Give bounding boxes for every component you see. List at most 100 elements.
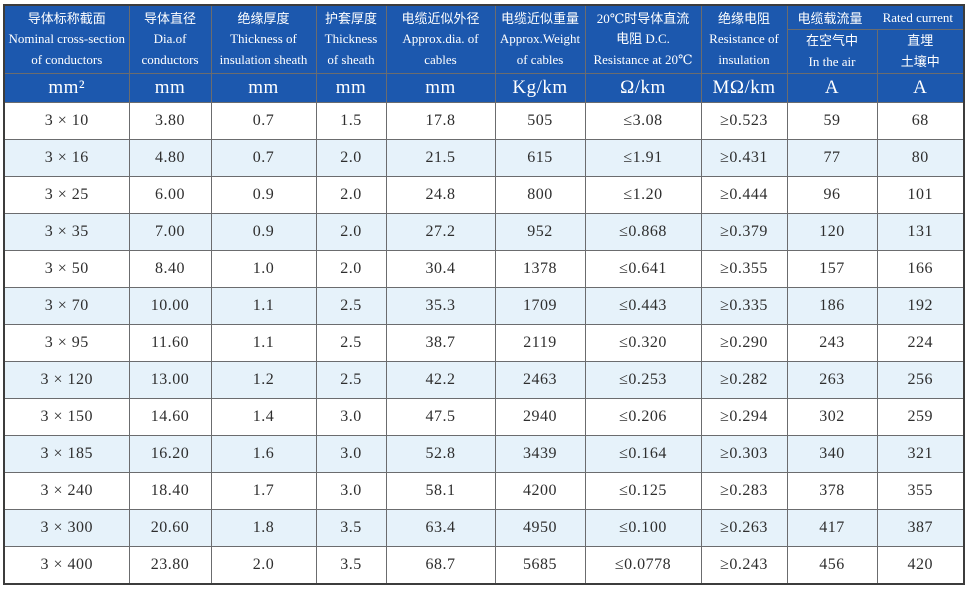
table-row: 3 × 50 8.40 1.0 2.0 30.4 1378 ≤0.641 ≥0.355 157 1…	[3, 250, 965, 288]
cell: 3.0	[315, 398, 387, 436]
unit-cell: mm	[210, 73, 317, 103]
cell: ≥0.243	[700, 546, 788, 585]
cell: 2.5	[315, 287, 387, 325]
table-body: 3 × 10 3.80 0.7 1.5 17.8 505 ≤3.08 ≥0.523 59 68 3 …	[3, 102, 965, 585]
table-row: 3 × 185 16.20 1.6 3.0 52.8 3439 ≤0.164 ≥0.303 34…	[3, 435, 965, 473]
cell: ≤0.0778	[584, 546, 702, 585]
header-line: Approx.Weight	[499, 31, 581, 47]
cell: 11.60	[128, 324, 212, 362]
unit-cell: A	[876, 73, 965, 103]
cell: 0.9	[210, 213, 317, 251]
cell: 3 × 70	[3, 287, 130, 325]
cell: 52.8	[385, 435, 496, 473]
unit-cell: Ω/km	[584, 73, 702, 103]
header-line: conductors	[141, 51, 199, 67]
unit-cell: mm	[128, 73, 212, 103]
cell: ≥0.335	[700, 287, 788, 325]
table-row: 3 × 95 11.60 1.1 2.5 38.7 2119 ≤0.320 ≥0.290 243…	[3, 324, 965, 362]
cell: 256	[876, 361, 965, 399]
cell: 263	[786, 361, 878, 399]
cell: 4200	[494, 472, 586, 510]
cell: ≥0.282	[700, 361, 788, 399]
cell: ≤0.164	[584, 435, 702, 473]
cell: 417	[786, 509, 878, 547]
header-line: of sheath	[327, 51, 375, 67]
current-capacity-label-en: Rated current	[882, 9, 953, 25]
table-row: 3 × 35 7.00 0.9 2.0 27.2 952 ≤0.868 ≥0.379 120 13…	[3, 213, 965, 251]
cell: 35.3	[385, 287, 496, 325]
cell: ≤1.91	[584, 139, 702, 177]
cell: 456	[786, 546, 878, 585]
cell: 340	[786, 435, 878, 473]
column-header-insulation-thickness: 绝缘厚度 Thickness of insulation sheath	[210, 4, 317, 74]
header-line: Resistance at 20℃	[593, 51, 693, 67]
cable-specification-table: 导体标称截面 Nominal cross-section of conductors…	[3, 4, 965, 585]
cell: 2.0	[315, 250, 387, 288]
cell: 4950	[494, 509, 586, 547]
cell: 378	[786, 472, 878, 510]
cell: 96	[786, 176, 878, 214]
cell: 47.5	[385, 398, 496, 436]
cell: 615	[494, 139, 586, 177]
header-line: 20℃时导体直流	[596, 10, 690, 26]
cell: 21.5	[385, 139, 496, 177]
cell: 80	[876, 139, 965, 177]
cell: 3 × 16	[3, 139, 130, 177]
cell: 800	[494, 176, 586, 214]
cell: 166	[876, 250, 965, 288]
cell: 2.0	[315, 139, 387, 177]
column-header-approx-diameter: 电缆近似外径 Approx.dia. of cables	[385, 4, 496, 74]
cell: 5685	[494, 546, 586, 585]
cell: 224	[876, 324, 965, 362]
cell: ≥0.303	[700, 435, 788, 473]
cell: 259	[876, 398, 965, 436]
cell: ≤0.641	[584, 250, 702, 288]
cell: 3.5	[315, 509, 387, 547]
cell: 23.80	[128, 546, 212, 585]
cell: 18.40	[128, 472, 212, 510]
header-line: insulation	[718, 51, 770, 67]
cell: 2.0	[315, 176, 387, 214]
unit-cell: Kg/km	[494, 73, 586, 103]
column-header-in-air: 在空气中 In the air	[786, 29, 878, 74]
cell: 1.4	[210, 398, 317, 436]
cell: 3439	[494, 435, 586, 473]
cell: 13.00	[128, 361, 212, 399]
cell: 68	[876, 102, 965, 140]
cell: 1709	[494, 287, 586, 325]
column-header-current-capacity: 电缆载流量 Rated current	[786, 4, 965, 30]
cell: 420	[876, 546, 965, 585]
table-row: 3 × 300 20.60 1.8 3.5 63.4 4950 ≤0.100 ≥0.263 41…	[3, 509, 965, 547]
unit-cell: mm	[315, 73, 387, 103]
header-line: 绝缘电阻	[717, 10, 770, 26]
header-line: Dia.of	[153, 31, 187, 47]
cell: ≤0.125	[584, 472, 702, 510]
column-header-approx-weight: 电缆近似重量 Approx.Weight of cables	[494, 4, 586, 74]
cell: 1378	[494, 250, 586, 288]
header-line: insulation sheath	[219, 51, 308, 67]
cell: 1.1	[210, 324, 317, 362]
cell: 186	[786, 287, 878, 325]
header-line: 直埋	[907, 32, 934, 48]
header-line: In the air	[808, 53, 856, 69]
cell: 14.60	[128, 398, 212, 436]
cell: 4.80	[128, 139, 212, 177]
header-line: 绝缘厚度	[237, 10, 290, 26]
cell: 3.80	[128, 102, 212, 140]
cell: 3 × 95	[3, 324, 130, 362]
cell: 387	[876, 509, 965, 547]
header-line: 电缆近似重量	[500, 10, 579, 26]
cell: 30.4	[385, 250, 496, 288]
cell: 3.0	[315, 472, 387, 510]
header-line: 电阻 D.C.	[616, 31, 670, 47]
cell: 24.8	[385, 176, 496, 214]
table-row: 3 × 16 4.80 0.7 2.0 21.5 615 ≤1.91 ≥0.431 77 80	[3, 139, 965, 177]
header-line: 导体标称截面	[27, 10, 106, 26]
cell: 0.7	[210, 139, 317, 177]
cell: ≤0.868	[584, 213, 702, 251]
header-line: Resistance of	[709, 31, 779, 47]
cell: 17.8	[385, 102, 496, 140]
cell: 1.5	[315, 102, 387, 140]
cell: 3 × 300	[3, 509, 130, 547]
cell: 157	[786, 250, 878, 288]
